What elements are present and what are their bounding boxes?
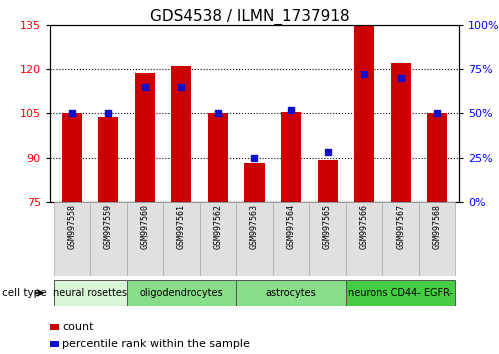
Point	[360, 72, 368, 77]
Bar	[346, 280, 456, 306]
Point	[178, 84, 186, 90]
Text: GSM997562: GSM997562	[214, 204, 223, 249]
Bar	[135, 74, 155, 202]
Text: oligodendrocytes: oligodendrocytes	[140, 288, 223, 298]
Text: GSM997560: GSM997560	[140, 204, 149, 249]
Bar	[163, 202, 200, 276]
Text: GSM997568: GSM997568	[433, 204, 442, 249]
Text: GSM997566: GSM997566	[360, 204, 369, 249]
Bar	[171, 66, 192, 202]
Point	[141, 84, 149, 90]
Bar	[53, 202, 90, 276]
Bar	[382, 202, 419, 276]
Bar	[236, 202, 273, 276]
Text: astrocytes: astrocytes	[265, 288, 316, 298]
Bar	[245, 164, 264, 202]
Text: percentile rank within the sample: percentile rank within the sample	[62, 339, 250, 349]
Bar	[62, 113, 82, 202]
Bar	[236, 280, 346, 306]
Text: GSM997564: GSM997564	[286, 204, 295, 249]
Point	[287, 107, 295, 113]
Text: count: count	[62, 322, 94, 332]
Text: GSM997567: GSM997567	[396, 204, 405, 249]
Text: GDS4538 / ILMN_1737918: GDS4538 / ILMN_1737918	[150, 9, 349, 25]
Bar	[53, 280, 127, 306]
Text: GSM997565: GSM997565	[323, 204, 332, 249]
Text: neurons CD44- EGFR-: neurons CD44- EGFR-	[348, 288, 453, 298]
Bar	[354, 26, 374, 202]
Text: GSM997561: GSM997561	[177, 204, 186, 249]
Point	[68, 110, 76, 116]
Bar	[127, 280, 236, 306]
Bar	[346, 202, 382, 276]
Text: neural rosettes: neural rosettes	[53, 288, 127, 298]
Bar	[273, 202, 309, 276]
Bar	[281, 113, 301, 202]
Bar	[391, 63, 411, 202]
Bar	[208, 113, 228, 202]
Text: GSM997559: GSM997559	[104, 204, 113, 249]
Bar	[317, 160, 338, 202]
Point	[323, 149, 331, 155]
Bar	[427, 113, 447, 202]
Bar	[127, 202, 163, 276]
Point	[214, 110, 222, 116]
Text: GSM997558: GSM997558	[67, 204, 76, 249]
Point	[433, 110, 441, 116]
Point	[397, 75, 405, 81]
Bar	[419, 202, 456, 276]
Bar	[98, 117, 118, 202]
Point	[104, 110, 112, 116]
Bar	[90, 202, 127, 276]
Point	[250, 155, 258, 160]
Text: GSM997563: GSM997563	[250, 204, 259, 249]
Text: cell type: cell type	[2, 288, 47, 298]
Bar	[200, 202, 236, 276]
Bar	[309, 202, 346, 276]
